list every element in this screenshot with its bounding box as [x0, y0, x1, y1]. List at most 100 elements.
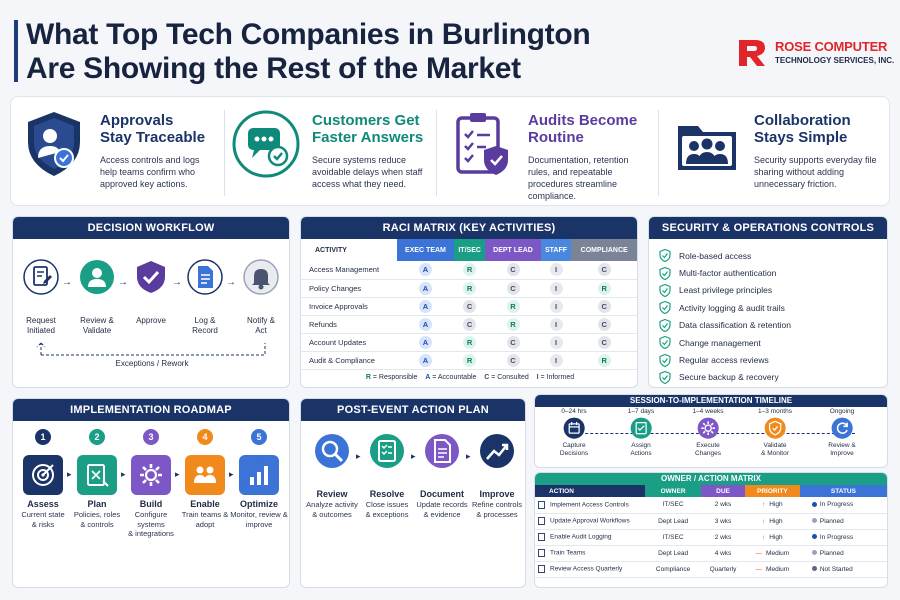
timeline-time: 1–4 weeks: [692, 408, 724, 415]
om-header-status: STATUS: [799, 485, 887, 497]
raci-pill: R: [463, 353, 477, 367]
owner-cell: Dept Lead: [645, 545, 702, 562]
up-arrow-icon: ↑: [762, 533, 766, 541]
roadmap-step-title: Optimize: [239, 499, 278, 509]
raci-cell: A: [397, 297, 454, 316]
timeline-node: 1–3 months Validate & Monitor: [750, 408, 800, 458]
arrow-icon: ▸: [466, 451, 471, 461]
raci-cell: C: [485, 333, 541, 352]
raci-table: ACTIVITY EXEC TEAM IT/SEC DEPT LEAD STAF…: [301, 239, 637, 370]
company-logo: ROSE COMPUTER TECHNOLOGY SERVICES, INC.: [735, 34, 894, 70]
owner-cell: IT/SEC: [645, 529, 702, 546]
control-label: Least privilege principles: [679, 285, 773, 296]
raci-cell: I: [540, 297, 572, 316]
timeline-node: 1–4 weeks Execute Changes: [683, 408, 733, 458]
raci-cell: R: [485, 297, 541, 316]
raci-cell: I: [540, 333, 572, 352]
raci-pill: A: [418, 281, 432, 295]
status-cell: Planned: [799, 513, 887, 530]
benefit-approvals: Approvals Stay Traceable Access controls …: [18, 108, 218, 198]
workflow-step-request: Request Initiated: [15, 259, 67, 336]
priority-cell: ↑ High: [744, 497, 800, 514]
title-line-2: Are Showing the Rest of the Market: [26, 52, 521, 85]
timeline-time: 0–24 hrs: [561, 408, 587, 415]
action-plan-step: Review Analyze activity & outcomes: [301, 429, 363, 519]
task-icon: [538, 533, 545, 541]
raci-pill: A: [418, 335, 432, 349]
owner-row: Implement Access Controls IT/SEC 2 wks ↑ Hig…: [535, 497, 887, 514]
user-icon: [80, 260, 114, 294]
raci-cell: R: [453, 261, 486, 280]
raci-pill: A: [418, 353, 432, 367]
roadmap-step: 1 Assess Current state & risks: [14, 429, 72, 529]
dash-icon: —: [755, 549, 763, 557]
arrow-icon: →: [172, 277, 182, 288]
benefit-title: Customers Get Faster Answers: [312, 112, 424, 146]
workflow-step-log: Log & Record: [179, 259, 231, 336]
task-icon: [538, 549, 545, 557]
raci-activity: Audit & Compliance: [301, 351, 397, 370]
raci-pill: C: [597, 263, 611, 277]
benefits-card: [10, 96, 890, 206]
control-item: Multi-factor authentication: [659, 264, 887, 281]
raci-pill: A: [418, 299, 432, 313]
roadmap-step-title: Plan: [87, 499, 107, 509]
priority-cell: ↑ High: [744, 529, 800, 546]
shield-check-icon: [659, 370, 671, 384]
owner-row: Train Teams Dept Lead 4 wks — Medium Planned: [535, 545, 887, 562]
owner-action-cell: Review Access Quarterly: [535, 561, 645, 578]
raci-activity: Refunds: [301, 315, 397, 334]
shield-check-icon: [764, 417, 786, 439]
raci-cell: A: [397, 351, 454, 370]
raci-cell: I: [540, 279, 572, 298]
control-item: Role-based access: [659, 247, 887, 264]
benefit-body: Access controls and logs help teams conf…: [100, 155, 200, 189]
timeline-time: Ongoing: [829, 408, 855, 415]
raci-activity: Access Management: [301, 261, 397, 280]
control-item: Activity logging & audit trails: [659, 299, 887, 316]
raci-pill: A: [418, 263, 432, 277]
action-plan-title: Resolve: [369, 489, 405, 499]
action-plan-desc: Close issues & exceptions: [365, 500, 409, 519]
timeline-node: 1–7 days Assign Actions: [616, 408, 666, 458]
action-plan-step: Improve Refine controls & processes: [466, 429, 525, 519]
benefit-title: Audits Become Routine: [528, 112, 638, 146]
raci-cell: C: [571, 297, 637, 316]
raci-cell: A: [397, 333, 454, 352]
raci-pill: R: [597, 281, 611, 295]
roadmap-panel: IMPLEMENTATION ROADMAP 1 Assess Current st…: [12, 398, 290, 588]
status-dot-icon: [811, 502, 817, 508]
raci-pill: C: [597, 299, 611, 313]
task-icon: [538, 565, 545, 573]
priority-cell: — Medium: [744, 561, 800, 578]
owner-row: Review Access Quarterly Compliance Quarter…: [535, 561, 887, 578]
raci-cell: R: [453, 279, 486, 298]
raci-cell: A: [397, 315, 454, 334]
owner-action-cell: Implement Access Controls: [535, 497, 645, 514]
shield-user-icon: [28, 112, 80, 176]
step-number-badge: 3: [143, 429, 159, 445]
raci-cell: C: [485, 351, 541, 370]
logo-subtitle: TECHNOLOGY SERVICES, INC.: [775, 56, 895, 65]
timeline-label: Assign Actions: [630, 442, 652, 457]
control-item: Least privilege principles: [659, 282, 887, 299]
rework-loop-line: [36, 342, 266, 356]
raci-pill: C: [506, 263, 520, 277]
clipboard-shield-icon: [456, 113, 508, 175]
task-icon: [538, 500, 545, 509]
arrow-icon: →: [226, 277, 236, 288]
raci-cell: R: [453, 333, 486, 352]
step-number-badge: 2: [89, 429, 105, 445]
roadmap-step: 3 Build Configure systems & integrations: [122, 429, 180, 539]
checklist-icon: [370, 434, 404, 468]
divider: [436, 110, 437, 196]
status-cell: In Progress: [799, 529, 887, 546]
status-cell: Planned: [799, 545, 887, 562]
raci-activity: Invoice Approvals: [301, 297, 397, 316]
control-label: Data classification & retention: [679, 320, 791, 331]
raci-row: Refunds A C R I C: [301, 315, 637, 334]
raci-pill: A: [418, 317, 432, 331]
status-dot-icon: [811, 518, 817, 524]
panel-header: SESSION-TO-IMPLEMENTATION TIMELINE: [535, 395, 887, 407]
timeline-label: Validate & Monitor: [761, 442, 789, 457]
